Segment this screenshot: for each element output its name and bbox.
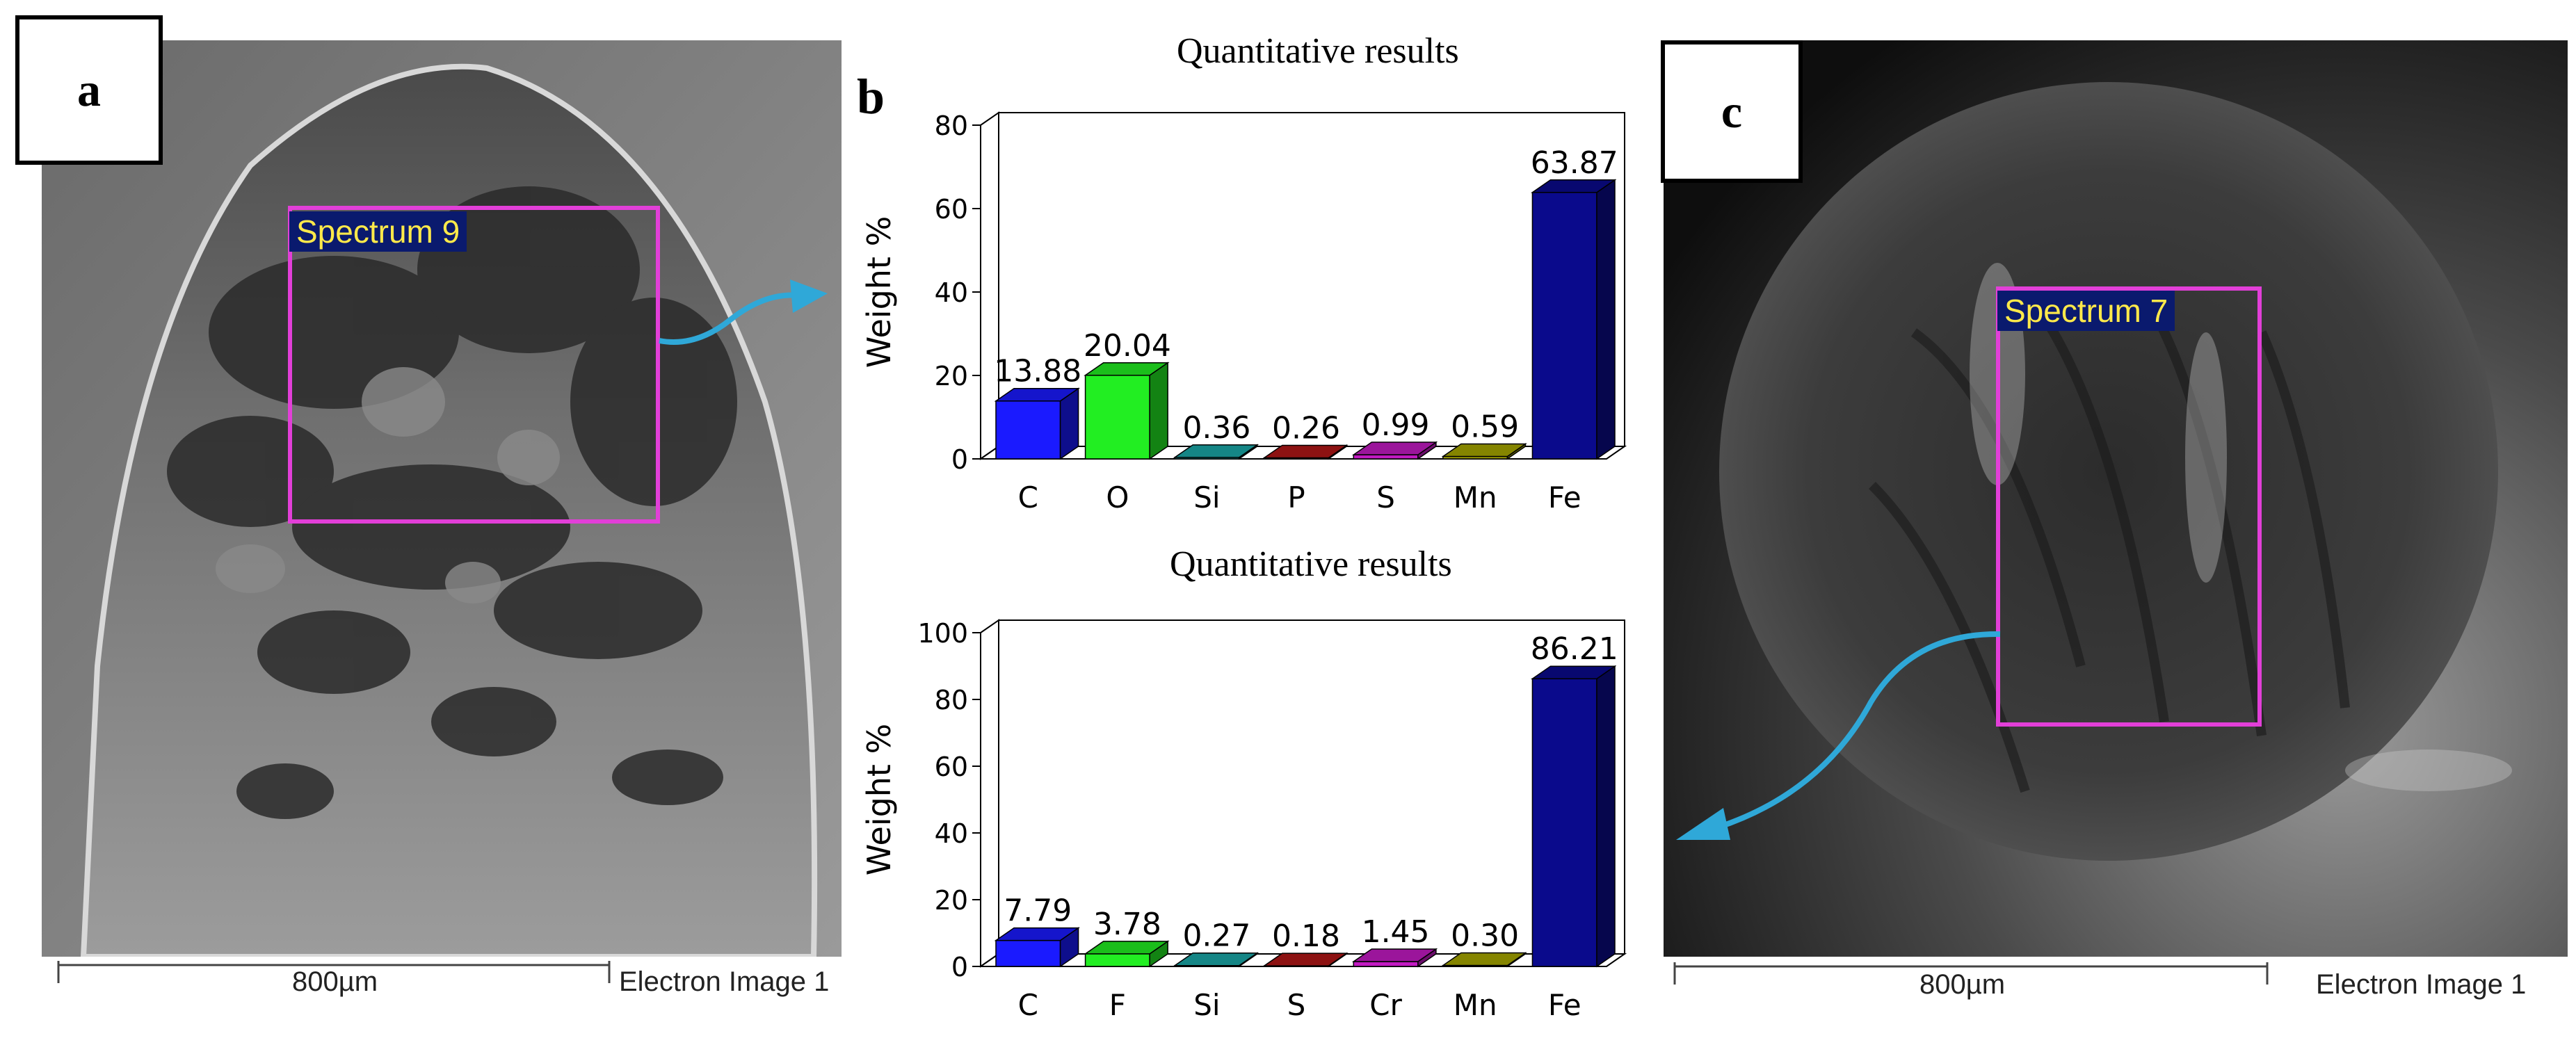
bar-top-f (1084, 941, 1170, 955)
bar-s (1353, 454, 1419, 460)
chart-1-title: Quantitative results (1177, 31, 1459, 71)
value-label-s: 0.18 (1272, 918, 1340, 954)
value-label-s: 0.99 (1362, 407, 1430, 443)
bar-top-s (1351, 442, 1438, 455)
bar-side-o (1149, 362, 1168, 460)
chart-1: 0 20 40 60 80 Weight % 13.88 C 20.04 O 0.36 Si 0.26 P… (860, 111, 1627, 515)
chart-2-title: Quantitative results (1170, 544, 1452, 584)
value-label-c: 13.88 (994, 354, 1081, 389)
value-label-fe: 63.87 (1531, 145, 1618, 181)
x-tick-label-s: S (1376, 480, 1395, 515)
y-axis-label: Weight % (860, 724, 898, 876)
arrow-c (1676, 631, 2001, 840)
bar-o (1084, 375, 1150, 460)
value-label-p: 0.26 (1272, 410, 1340, 446)
y-tick-label: 80 (935, 685, 968, 715)
image-label-c: Electron Image 1 (2316, 969, 2527, 1000)
y-tick-label: 20 (935, 885, 968, 916)
spectrum-box-a (288, 206, 660, 524)
value-label-fe: 86.21 (1531, 631, 1618, 667)
chart-2: 0 20 40 60 80 100 Weight % 7.79 C 3.78 F 0.27 Si 0.18… (860, 618, 1627, 1022)
y-axis-label: Weight % (860, 216, 898, 368)
value-label-mn: 0.59 (1451, 409, 1519, 444)
y-tick-label: 60 (935, 752, 968, 782)
bar-side-fe (1596, 179, 1616, 460)
x-tick-label-s: S (1287, 988, 1306, 1022)
bar-c (995, 939, 1061, 967)
bar-top-mn (1441, 443, 1527, 457)
x-tick-label-fe: Fe (1548, 988, 1581, 1022)
x-tick-label-mn: Mn (1454, 988, 1497, 1022)
bar-top-si (1173, 444, 1259, 458)
x-tick-label-si: Si (1193, 988, 1220, 1022)
scale-label-a: 800µm (292, 966, 378, 997)
value-label-si: 0.27 (1182, 918, 1250, 954)
y-tick-label: 40 (935, 277, 968, 308)
y-tick-label: 0 (951, 444, 968, 475)
x-tick-label-fe: Fe (1548, 480, 1581, 515)
scale-bar-c (1673, 962, 2269, 985)
sem-image-a (42, 40, 842, 957)
scale-bar-a (57, 961, 611, 983)
panel-label-a: a (15, 15, 163, 165)
image-label-a: Electron Image 1 (619, 966, 830, 997)
sem-image-c (1664, 40, 2568, 957)
panel-label-b: b (857, 69, 885, 124)
bar-top-s (1262, 953, 1349, 966)
bar-top-mn (1441, 952, 1527, 966)
chart-side-wall (980, 619, 999, 968)
x-tick-label-si: Si (1193, 480, 1220, 515)
value-label-f: 3.78 (1093, 907, 1161, 942)
bar-f (1084, 953, 1150, 967)
y-tick-label: 100 (917, 618, 968, 649)
x-tick-label-p: P (1287, 480, 1305, 515)
y-tick-label: 20 (935, 361, 968, 391)
bar-fe (1531, 678, 1597, 967)
bar-top-fe (1531, 179, 1617, 193)
y-tick-label: 60 (935, 194, 968, 225)
x-tick-label-o: O (1106, 480, 1129, 515)
value-label-mn: 0.30 (1451, 918, 1519, 954)
spectrum-box-c (1996, 286, 2262, 727)
y-tick-label: 80 (935, 111, 968, 141)
bar-top-si (1173, 952, 1259, 966)
bar-top-cr (1351, 948, 1438, 962)
y-tick-label: 0 (951, 952, 968, 982)
bar-top-c (994, 927, 1080, 941)
bar-cr (1353, 961, 1419, 967)
panel-label-c: c (1661, 40, 1803, 183)
value-label-si: 0.36 (1182, 410, 1250, 446)
chart-back-wall (998, 619, 1625, 955)
x-tick-label-c: C (1018, 988, 1038, 1022)
scale-label-c: 800µm (1919, 969, 2006, 1000)
bar-top-p (1262, 444, 1349, 459)
x-tick-label-f: F (1109, 988, 1126, 1022)
bar-side-fe (1596, 665, 1616, 968)
bar-top-fe (1531, 665, 1617, 679)
arrow-a (659, 280, 828, 345)
bar-top-c (994, 387, 1080, 402)
value-label-o: 20.04 (1084, 328, 1171, 364)
x-tick-label-mn: Mn (1454, 480, 1497, 515)
value-label-cr: 1.45 (1362, 914, 1430, 950)
bar-top-o (1084, 362, 1170, 376)
spectrum-label-c: Spectrum 7 (1997, 291, 2175, 331)
x-tick-label-c: C (1018, 480, 1038, 515)
y-tick-label: 40 (935, 818, 968, 849)
x-tick-label-cr: Cr (1369, 988, 1402, 1022)
bar-c (995, 400, 1061, 460)
spectrum-label-a: Spectrum 9 (289, 211, 467, 252)
value-label-c: 7.79 (1004, 893, 1072, 929)
bar-fe (1531, 192, 1597, 460)
